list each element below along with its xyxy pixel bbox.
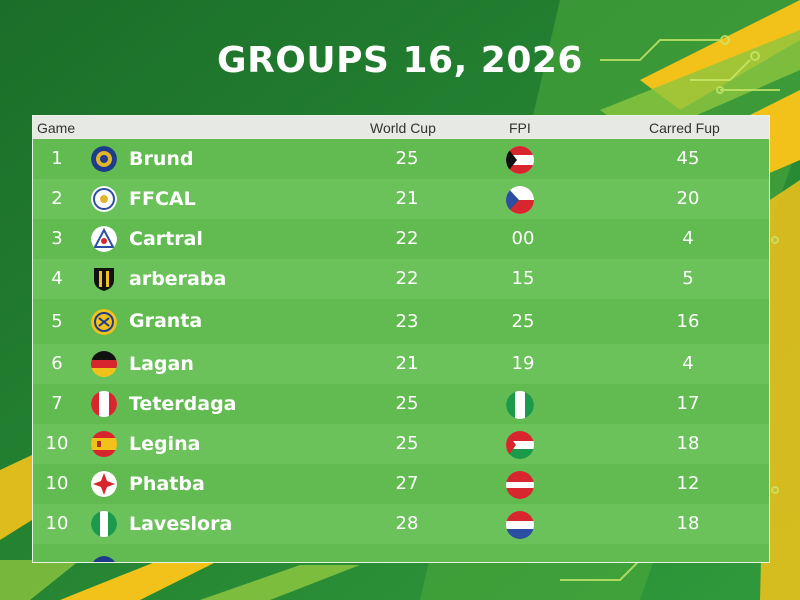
team-name[interactable]: Brund <box>129 148 194 170</box>
fpi-value: 19 <box>511 353 535 374</box>
red-white-flag-icon <box>91 391 117 417</box>
table-row[interactable]: 3 Cartral 22 00 4 <box>33 219 769 259</box>
rank: 3 <box>51 228 63 249</box>
header-world-cup[interactable]: World Cup <box>370 120 436 136</box>
navy-crest-icon <box>91 146 117 172</box>
red-white-green-flag-icon <box>506 431 534 459</box>
rank: 1 <box>51 148 63 169</box>
world-cup-value: 23 <box>395 311 419 332</box>
white-crest-icon <box>91 186 117 212</box>
carred-fup-value: 17 <box>676 393 700 414</box>
world-cup-value: 27 <box>395 473 419 494</box>
carred-fup-value: 4 <box>682 228 694 249</box>
team-name[interactable]: arberaba <box>129 268 227 290</box>
header-game[interactable]: Game <box>37 120 76 136</box>
table-row[interactable]: 1 Brund 25 45 <box>33 139 769 179</box>
world-cup-value: 25 <box>395 148 419 169</box>
world-cup-value: 21 <box>395 353 419 374</box>
world-cup-value: 22 <box>395 228 419 249</box>
header-fpi[interactable]: FPI <box>509 120 531 136</box>
rank: 5 <box>51 311 63 332</box>
table-row[interactable]: 4 arberaba 22 15 5 <box>33 259 769 299</box>
rank: 4 <box>51 268 63 289</box>
carred-fup-value: 20 <box>676 188 700 209</box>
table-row[interactable]: 10 Laveslora 28 18 <box>33 504 769 544</box>
fpi-value: 15 <box>511 268 535 289</box>
world-cup-value: 25 <box>395 433 419 454</box>
fpi-value: 00 <box>511 228 535 249</box>
blue-red-white-flag-icon <box>506 186 534 214</box>
germany-flag-icon <box>91 351 117 377</box>
world-cup-value: 25 <box>395 393 419 414</box>
rank: 10 <box>45 513 69 534</box>
carred-fup-value: 16 <box>676 311 700 332</box>
header-carred-fup[interactable]: Carred Fup <box>649 120 720 136</box>
rank: 6 <box>51 353 63 374</box>
red-white-black-flag-icon <box>506 146 534 174</box>
table-row[interactable]: 10 Phatba 27 12 <box>33 464 769 504</box>
spain-flag-icon <box>91 431 117 457</box>
table-row[interactable]: 6 Lagan 21 19 4 <box>33 344 769 384</box>
team-name[interactable]: Legina <box>129 433 201 455</box>
carred-fup-value: 18 <box>676 433 700 454</box>
black-yellow-shield-icon <box>91 266 117 292</box>
carred-fup-value: 45 <box>676 148 700 169</box>
white-crest-icon <box>91 226 117 252</box>
carred-fup-value: 18 <box>676 513 700 534</box>
world-cup-value: 22 <box>395 268 419 289</box>
page-title: GROUPS 16, 2026 <box>217 40 583 81</box>
partial-crest-icon <box>91 556 117 562</box>
team-name[interactable]: Teterdaga <box>129 393 237 415</box>
table-row[interactable]: 10 Legina 25 18 <box>33 424 769 464</box>
team-name[interactable]: Laveslora <box>129 513 233 535</box>
yellow-crest-icon <box>91 309 117 335</box>
table-row[interactable]: 5 Granta 23 25 16 <box>33 299 769 344</box>
team-name[interactable]: Lagan <box>129 353 194 375</box>
red-white-blue-flag-icon <box>506 511 534 539</box>
carred-fup-value: 5 <box>682 268 694 289</box>
carred-fup-value: 4 <box>682 353 694 374</box>
table-row[interactable]: 2 FFCAL 21 20 <box>33 179 769 219</box>
team-name[interactable]: Granta <box>129 310 203 332</box>
carred-fup-value: 12 <box>676 473 700 494</box>
fpi-value: 25 <box>511 311 535 332</box>
rank: 7 <box>51 393 63 414</box>
rank: 2 <box>51 188 63 209</box>
rank: 10 <box>45 433 69 454</box>
table-header: Game World Cup FPI Carred Fup <box>33 116 769 139</box>
nigeria-flag-icon <box>91 511 117 537</box>
team-name[interactable]: FFCAL <box>129 188 196 210</box>
standings-table: Game World Cup FPI Carred Fup 1 Brund 25… <box>32 115 770 563</box>
rank: 10 <box>45 473 69 494</box>
team-name[interactable]: Phatba <box>129 473 205 495</box>
world-cup-value: 21 <box>395 188 419 209</box>
red-white-flag-icon <box>506 471 534 499</box>
green-white-green-flag-icon <box>506 391 534 419</box>
table-row[interactable]: 7 Teterdaga 25 17 <box>33 384 769 424</box>
team-name[interactable]: Cartral <box>129 228 203 250</box>
world-cup-value: 28 <box>395 513 419 534</box>
red-white-crest-icon <box>91 471 117 497</box>
table-row-partial <box>33 544 769 562</box>
